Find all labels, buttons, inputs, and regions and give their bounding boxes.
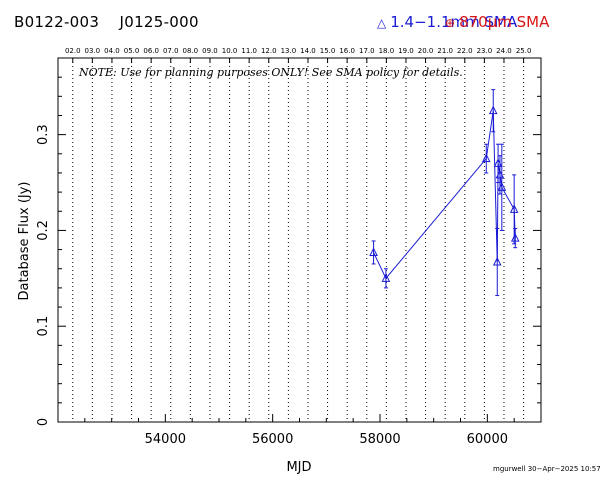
data-point [510,232,520,242]
top-axis-tick-label: 07.0 [163,47,179,55]
data-point [481,153,491,163]
y-axis-tick-label: 0.1 [36,316,51,337]
top-axis: 02.0 03.0 04.0 05.0 06.0 07.0 08.0 09.0 10.0 11.0… [65,47,531,63]
top-axis-tick-label: 10.0 [222,47,238,55]
top-axis-tick-label: 23.0 [477,47,493,55]
source-name: B0122-003 [14,13,100,31]
top-axis-tick-label: 18.0 [379,47,395,55]
y-axis-tick-label: 0.2 [36,220,51,241]
top-axis-tick-label: 22.0 [457,47,473,55]
top-axis-tick-label: 06.0 [143,47,159,55]
year-grid [72,58,525,422]
x-axis: 54000 56000 58000 60000 [57,414,542,447]
top-axis-tick-label: 14.0 [300,47,316,55]
y-axis: 0 0.1 0.2 0.3 [36,57,541,426]
data-point [492,256,502,266]
legend-band7-label: 870μm SMA [459,13,550,31]
top-axis-tick-label: 24.0 [496,47,512,55]
top-axis-tick-label: 20.0 [418,47,434,55]
footer-credit: mgurwell 30−Apr−2025 10:57 [493,465,601,473]
data-point [497,182,507,191]
top-axis-tick-label: 08.0 [183,47,199,55]
top-axis-tick-label: 02.0 [65,47,81,55]
y-axis-tick-label: 0.3 [36,124,51,145]
series-line [373,110,516,280]
data-point [381,273,391,282]
plot-frame [57,57,542,423]
y-axis-tick-label: 0 [36,418,51,426]
alt-source-name: J0125-000 [119,13,199,31]
plot-note: NOTE: Use for planning purposes ONLY! Se… [78,66,463,79]
series-layer [369,89,520,297]
top-axis-tick-label: 21.0 [437,47,453,55]
top-axis-tick-label: 11.0 [241,47,257,55]
top-axis-tick-label: 13.0 [281,47,297,55]
x-axis-tick-label: 54000 [145,432,186,447]
legend-band3-label: 1.4−1.1mm SMA [390,13,518,31]
top-axis-tick-label: 04.0 [104,47,120,55]
top-axis-tick-label: 17.0 [359,47,375,55]
y-axis-label: Database Flux (Jy) [17,182,32,301]
data-point [369,247,378,256]
top-axis-tick-label: 19.0 [398,47,414,55]
top-axis-tick-label: 12.0 [261,47,277,55]
x-axis-tick-label: 58000 [359,432,400,447]
circled-plus-icon: ⊕ [445,16,456,30]
data-point [488,105,498,115]
x-axis-tick-label: 60000 [467,432,508,447]
x-axis-label: MJD [286,460,311,475]
top-axis-tick-label: 25.0 [516,47,532,55]
open-triangle-icon: △ [377,16,387,30]
legend-band3: △ 1.4−1.1mm SMA [377,13,517,32]
x-axis-tick-label: 56000 [252,432,293,447]
top-axis-tick-label: 15.0 [320,47,336,55]
source-name-label: B0122-003 J0125-000 [14,13,199,31]
legend-band7: ⊕ 870μm SMA [445,13,549,32]
top-axis-tick-label: 16.0 [339,47,355,55]
data-point [509,204,519,213]
top-axis-tick-label: 03.0 [85,47,101,55]
top-axis-tick-label: 09.0 [202,47,218,55]
top-axis-tick-label: 05.0 [124,47,140,55]
